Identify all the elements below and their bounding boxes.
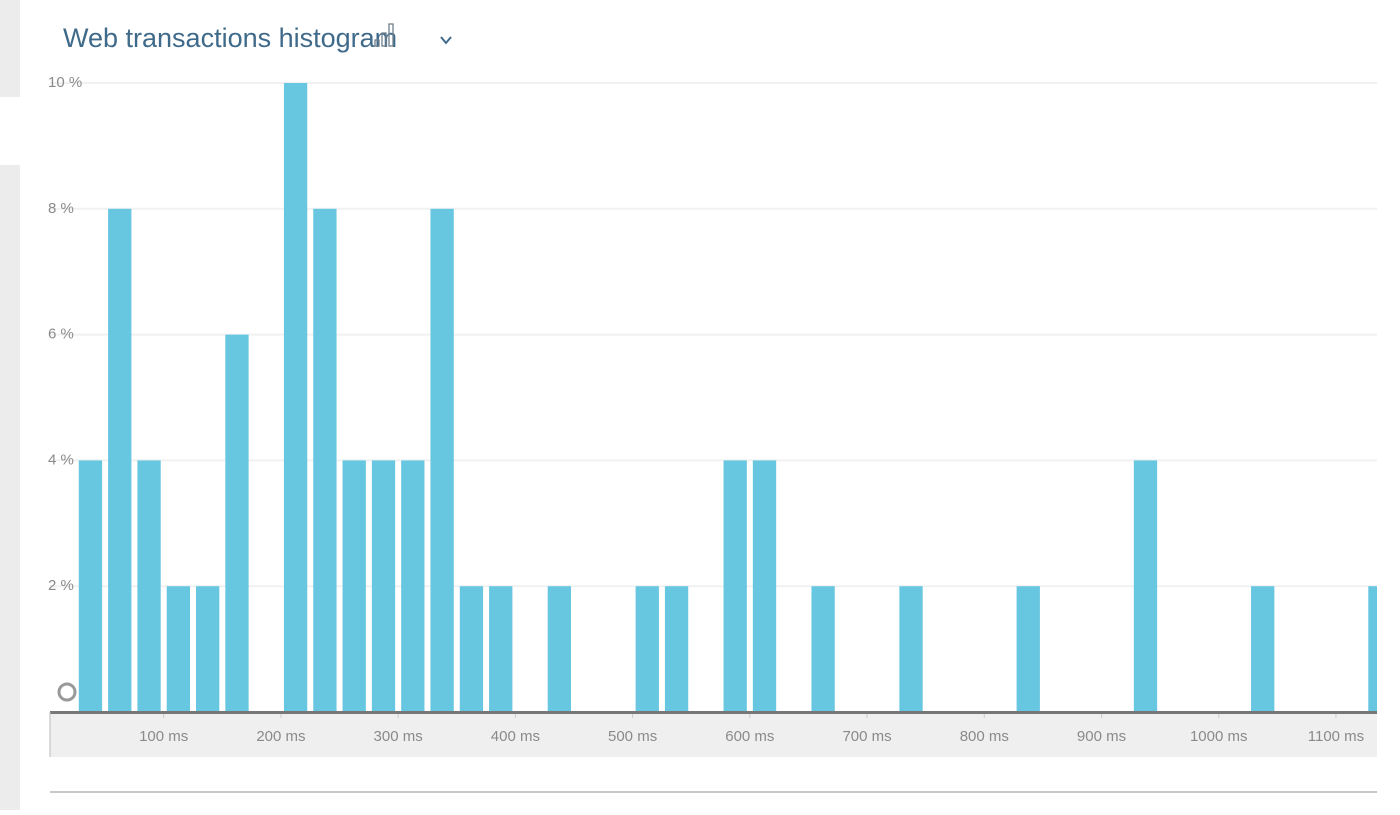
- bar: [1016, 586, 1040, 712]
- y-tick-label: 4 %: [48, 451, 74, 468]
- reset-handle[interactable]: [57, 682, 77, 702]
- bar: [899, 586, 923, 712]
- x-tick-label: 100 ms: [139, 728, 188, 745]
- bar: [811, 586, 835, 712]
- x-tick-label: 600 ms: [725, 728, 774, 745]
- bar: [78, 460, 103, 712]
- x-tick-label: 1100 ms: [1308, 728, 1364, 745]
- chart-type-icon[interactable]: [374, 23, 394, 47]
- side-panel: [0, 165, 20, 810]
- dropdown-chevron[interactable]: [440, 36, 452, 45]
- bar: [1251, 586, 1275, 712]
- bar: [1133, 460, 1158, 712]
- chart-title: Web transactions histogram: [63, 23, 397, 53]
- x-tick-label: 700 ms: [842, 728, 891, 745]
- side-panel: [0, 0, 20, 97]
- y-tick-label: 10 %: [48, 74, 82, 91]
- x-tick-label: 300 ms: [374, 728, 423, 745]
- y-tick-label: 8 %: [48, 200, 74, 217]
- x-tick-label: 800 ms: [960, 728, 1009, 745]
- bar: [459, 586, 484, 712]
- bar: [547, 586, 572, 712]
- x-tick-label: 400 ms: [491, 728, 540, 745]
- bar: [283, 83, 308, 712]
- x-tick-label: 900 ms: [1077, 728, 1126, 745]
- bar: [137, 460, 161, 712]
- bar: [635, 586, 659, 712]
- x-axis-band: [50, 714, 1377, 757]
- bar: [723, 460, 747, 712]
- bar: [430, 208, 454, 713]
- bar: [313, 208, 337, 713]
- bar: [1368, 586, 1377, 712]
- bar: [371, 460, 396, 712]
- x-tick-label: 500 ms: [608, 728, 657, 745]
- bar: [166, 586, 191, 712]
- bar: [401, 460, 425, 712]
- y-tick-label: 2 %: [48, 577, 74, 594]
- x-tick-label: 1000 ms: [1190, 728, 1248, 745]
- bar: [664, 586, 689, 712]
- bar: [108, 208, 132, 713]
- x-tick-label: 200 ms: [256, 728, 305, 745]
- bar: [225, 334, 249, 712]
- bar: [196, 586, 220, 712]
- bar: [342, 460, 366, 712]
- y-tick-label: 6 %: [48, 326, 74, 343]
- bar: [489, 586, 513, 712]
- bar: [752, 460, 777, 712]
